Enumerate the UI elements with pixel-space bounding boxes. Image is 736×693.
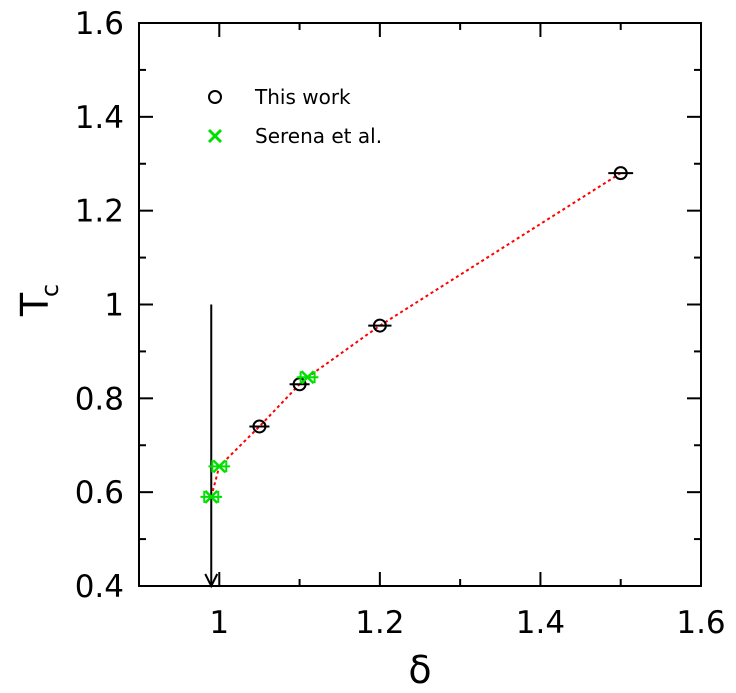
y-tick-label: 1 xyxy=(104,288,124,324)
y-axis-label-group: T c xyxy=(13,284,64,317)
point-this-work xyxy=(292,377,307,392)
y-axis-label: T xyxy=(13,292,57,317)
labels-layer: 1 1.2 1.4 1.6 0.4 0.6 0.8 1 1.2 1.4 1.6 xyxy=(75,6,726,641)
ticks-layer xyxy=(138,22,702,587)
point-serena xyxy=(300,370,315,385)
y-tick-label: 1.6 xyxy=(75,6,124,42)
y-axis-label-subscript: c xyxy=(36,284,64,297)
legend: This work Serena et al. xyxy=(207,85,382,148)
legend-marker-circle xyxy=(208,90,222,104)
x-tick-label: 1 xyxy=(209,605,229,641)
point-this-work xyxy=(372,318,387,333)
x-axis-label: δ xyxy=(408,648,431,692)
legend-label-this-work: This work xyxy=(254,85,351,109)
point-serena xyxy=(212,459,227,474)
plot-layer xyxy=(200,166,634,589)
y-tick-label: 0.4 xyxy=(75,569,124,605)
legend-label-serena: Serena et al. xyxy=(255,124,382,148)
point-this-work xyxy=(252,419,267,434)
y-tick-label: 1.2 xyxy=(75,194,124,230)
legend-x-stroke xyxy=(207,128,223,144)
x-tick-label: 1.6 xyxy=(676,605,725,641)
plot-frame xyxy=(138,22,702,587)
y-tick-label: 1.4 xyxy=(75,100,124,136)
y-tick-label: 0.6 xyxy=(75,475,124,511)
fit-line xyxy=(210,172,622,498)
x-tick-label: 1.2 xyxy=(355,605,404,641)
y-tick-label: 0.8 xyxy=(75,381,124,417)
legend-marker-x xyxy=(207,128,223,144)
x-tick-label: 1.4 xyxy=(516,605,565,641)
point-this-work xyxy=(613,166,628,181)
point-serena xyxy=(204,489,219,504)
